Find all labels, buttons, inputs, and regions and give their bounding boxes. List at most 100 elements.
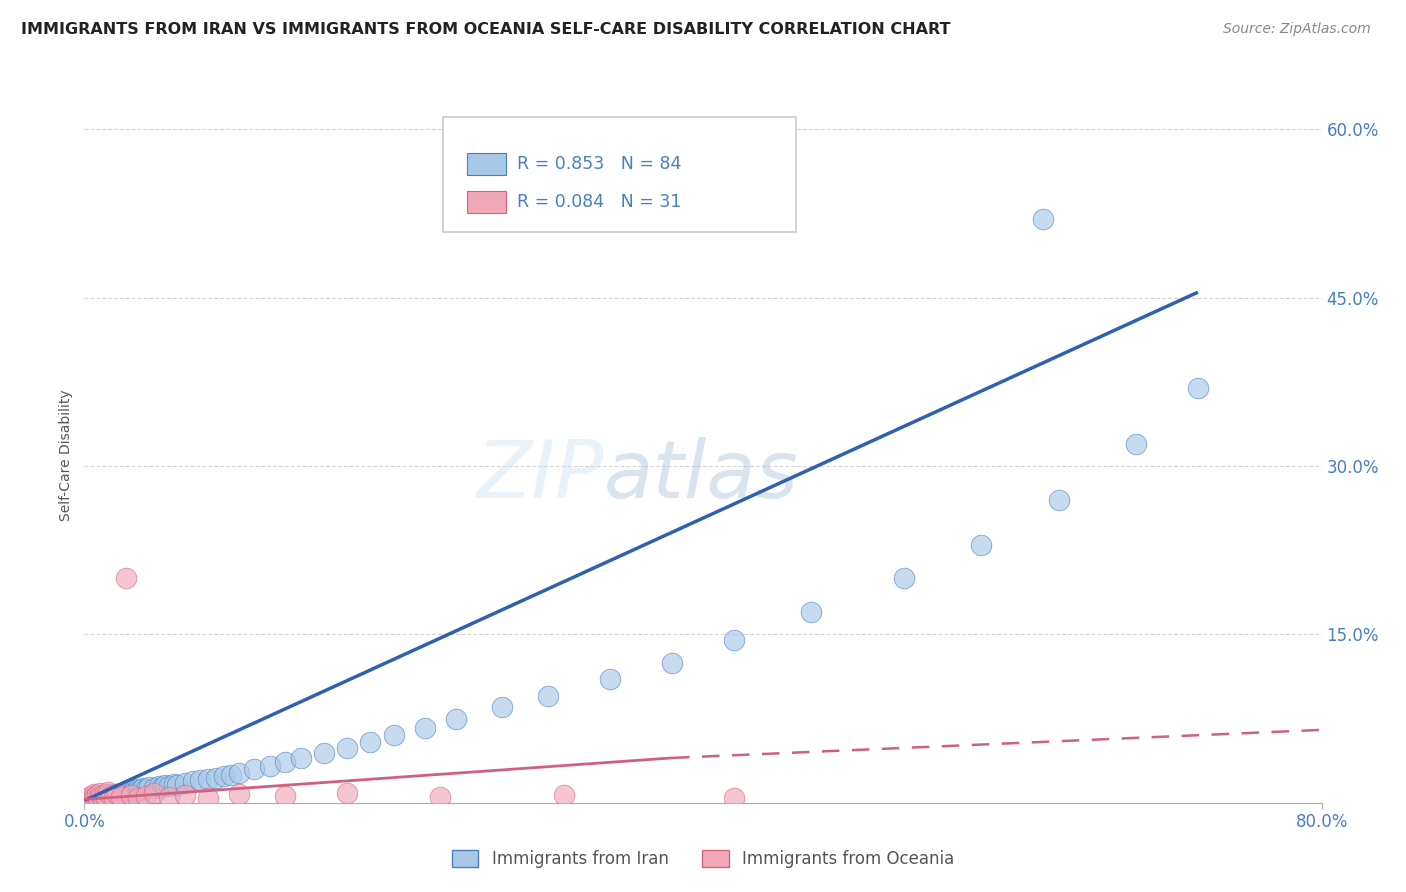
Point (166, 778, 188, 792)
FancyBboxPatch shape (467, 191, 506, 213)
Point (127, 791, 149, 805)
Point (104, 787, 127, 801)
Point (274, 756, 297, 770)
Point (259, 758, 281, 772)
Point (101, 788, 124, 802)
Text: ZIP: ZIP (477, 437, 605, 515)
Point (98, 790, 121, 805)
Point (127, 782, 149, 797)
Point (93, 792, 115, 806)
Point (197, 791, 219, 805)
Point (159, 790, 180, 805)
Point (90, 792, 112, 806)
Point (274, 789, 297, 803)
Point (94, 787, 117, 801)
Point (100, 789, 122, 803)
Text: R = 0.084   N = 31: R = 0.084 N = 31 (517, 193, 682, 211)
Point (413, 721, 436, 735)
Point (174, 775, 197, 789)
FancyBboxPatch shape (443, 118, 796, 232)
Point (91, 791, 114, 805)
Point (86, 791, 108, 805)
Point (93, 788, 115, 802)
Point (800, 605, 823, 619)
Point (87, 792, 110, 806)
Point (135, 782, 157, 797)
Point (100, 789, 122, 803)
Point (87, 790, 110, 805)
Text: Source: ZipAtlas.com: Source: ZipAtlas.com (1223, 22, 1371, 37)
Point (114, 784, 136, 798)
Point (138, 780, 160, 794)
Point (104, 791, 127, 805)
Point (893, 571, 915, 585)
Point (212, 769, 235, 783)
Point (205, 771, 228, 785)
Point (153, 778, 176, 792)
Point (89, 786, 111, 800)
Point (83, 787, 105, 801)
Point (98, 787, 121, 801)
Point (117, 783, 139, 797)
Point (96, 792, 118, 806)
Point (429, 790, 451, 805)
Point (228, 787, 250, 801)
Point (970, 538, 993, 552)
Point (110, 786, 132, 800)
Point (93, 789, 115, 803)
Point (82, 791, 104, 805)
Point (101, 791, 124, 805)
Point (1125, 436, 1147, 450)
Point (143, 781, 166, 796)
Point (79, 789, 101, 803)
Point (110, 790, 132, 805)
Point (723, 633, 745, 648)
FancyBboxPatch shape (467, 153, 506, 175)
Point (537, 689, 560, 703)
Point (96, 789, 118, 803)
Point (96, 784, 118, 798)
Point (124, 784, 146, 798)
Point (159, 779, 180, 793)
Text: IMMIGRANTS FROM IRAN VS IMMIGRANTS FROM OCEANIA SELF-CARE DISABILITY CORRELATION: IMMIGRANTS FROM IRAN VS IMMIGRANTS FROM … (21, 22, 950, 37)
Point (89, 791, 111, 805)
Point (77, 791, 100, 805)
Point (336, 786, 359, 800)
Point (83, 790, 105, 805)
Point (1187, 381, 1209, 395)
Point (89, 789, 111, 803)
Point (115, 571, 138, 585)
Point (94, 790, 117, 805)
Y-axis label: Self-Care Disability: Self-Care Disability (59, 389, 73, 521)
Point (1047, 492, 1070, 507)
Point (82, 792, 104, 806)
Point (84, 790, 107, 805)
Point (84, 789, 107, 803)
Point (132, 781, 155, 796)
Point (77, 793, 100, 807)
Point (360, 735, 382, 749)
Point (143, 786, 166, 800)
Point (89, 793, 111, 807)
Point (84, 792, 107, 806)
Point (444, 712, 467, 726)
Point (135, 789, 157, 803)
Point (723, 791, 745, 805)
Point (103, 791, 125, 805)
Point (243, 762, 266, 776)
Point (86, 788, 108, 802)
Point (112, 788, 135, 802)
Point (174, 788, 197, 802)
Point (188, 773, 211, 788)
Point (87, 791, 110, 805)
Point (336, 740, 359, 755)
Point (553, 788, 575, 802)
Text: atlas: atlas (605, 437, 799, 515)
Point (94, 791, 117, 805)
Point (86, 788, 108, 802)
Point (103, 790, 125, 805)
Point (91, 788, 114, 802)
Point (312, 747, 335, 761)
Point (219, 768, 242, 782)
Point (79, 792, 101, 806)
